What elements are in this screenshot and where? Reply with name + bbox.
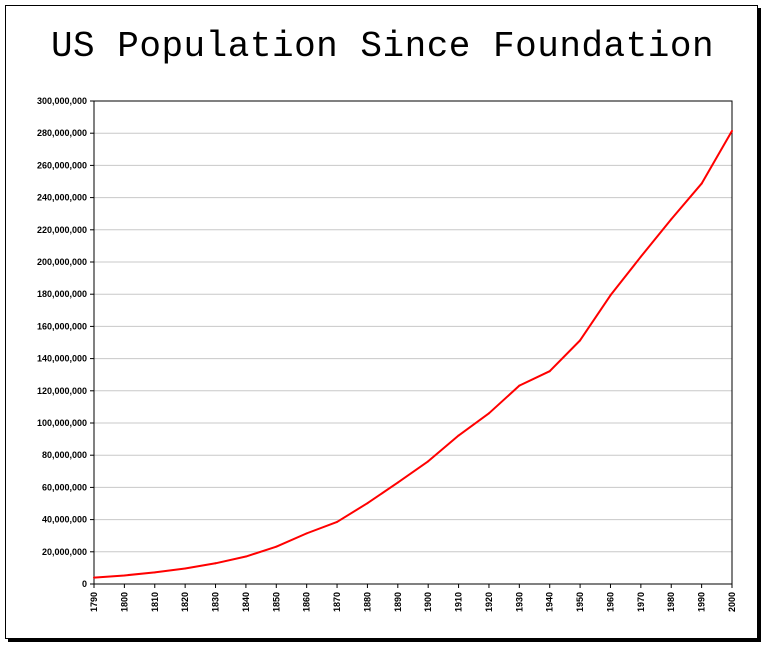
data-point <box>305 532 308 535</box>
data-point <box>123 574 126 577</box>
series-layer <box>93 129 733 579</box>
y-tick-label: 140,000,000 <box>37 354 87 364</box>
y-axis-ticks: 0 20,000,000 40,000,000 60,000,000 80,000,00… <box>37 96 94 589</box>
data-point <box>457 434 460 437</box>
x-tick-label: 1960 <box>605 592 615 612</box>
y-tick-label: 280,000,000 <box>37 128 87 138</box>
x-tick-label: 1990 <box>697 592 707 612</box>
y-tick-label: 240,000,000 <box>37 193 87 203</box>
data-point <box>93 576 95 579</box>
y-tick-label: 160,000,000 <box>37 321 87 331</box>
y-tick-label: 60,000,000 <box>42 482 87 492</box>
x-tick-label: 1840 <box>241 592 251 612</box>
data-point <box>396 481 399 484</box>
data-point <box>731 129 733 132</box>
y-tick-label: 80,000,000 <box>42 450 87 460</box>
data-point <box>184 567 187 570</box>
data-point <box>366 502 369 505</box>
data-point <box>639 255 642 258</box>
data-point <box>670 218 673 221</box>
x-tick-label: 1920 <box>484 592 494 612</box>
x-tick-label: 1940 <box>545 592 555 612</box>
data-point <box>275 545 278 548</box>
plot-area <box>93 100 733 585</box>
chart-title: US Population Since Foundation <box>50 26 715 67</box>
x-tick-label: 1860 <box>302 592 312 612</box>
chart-frame <box>5 5 758 639</box>
x-tick-label: 1880 <box>362 592 372 612</box>
x-tick-label: 1980 <box>666 592 676 612</box>
gridlines <box>94 132 732 553</box>
data-point <box>153 571 156 574</box>
x-tick-label: 2000 <box>727 592 737 612</box>
y-tick-label: 40,000,000 <box>42 515 87 525</box>
y-tick-label: 220,000,000 <box>37 225 87 235</box>
x-tick-label: 1890 <box>393 592 403 612</box>
x-tick-label: 1950 <box>575 592 585 612</box>
data-point <box>548 370 551 373</box>
x-tick-label: 1930 <box>514 592 524 612</box>
data-point <box>427 460 430 463</box>
data-point <box>214 562 217 565</box>
x-tick-label: 1810 <box>150 592 160 612</box>
y-tick-label: 0 <box>82 579 87 589</box>
x-tick-label: 1830 <box>211 592 221 612</box>
x-tick-label: 1850 <box>271 592 281 612</box>
x-tick-label: 1790 <box>89 592 99 612</box>
population-line <box>93 130 733 579</box>
data-point <box>579 339 582 342</box>
x-tick-label: 1800 <box>119 592 129 612</box>
y-tick-label: 100,000,000 <box>37 418 87 428</box>
y-tick-label: 260,000,000 <box>37 160 87 170</box>
y-tick-label: 120,000,000 <box>37 386 87 396</box>
data-point <box>518 384 521 387</box>
y-tick-label: 300,000,000 <box>37 96 87 106</box>
x-tick-label: 1910 <box>454 592 464 612</box>
data-point <box>336 520 339 523</box>
x-tick-label: 1970 <box>636 592 646 612</box>
data-point <box>487 412 490 415</box>
x-axis-ticks: 1790 1800 1810 1820 1830 1840 1850 1860 1870 1880… <box>89 584 737 612</box>
y-tick-label: 180,000,000 <box>37 289 87 299</box>
x-tick-label: 1820 <box>180 592 190 612</box>
x-tick-label: 1900 <box>423 592 433 612</box>
y-tick-label: 20,000,000 <box>42 547 87 557</box>
data-point <box>609 294 612 297</box>
data-point <box>244 555 247 558</box>
y-tick-label: 200,000,000 <box>37 257 87 267</box>
x-tick-label: 1870 <box>332 592 342 612</box>
data-point <box>700 182 703 185</box>
